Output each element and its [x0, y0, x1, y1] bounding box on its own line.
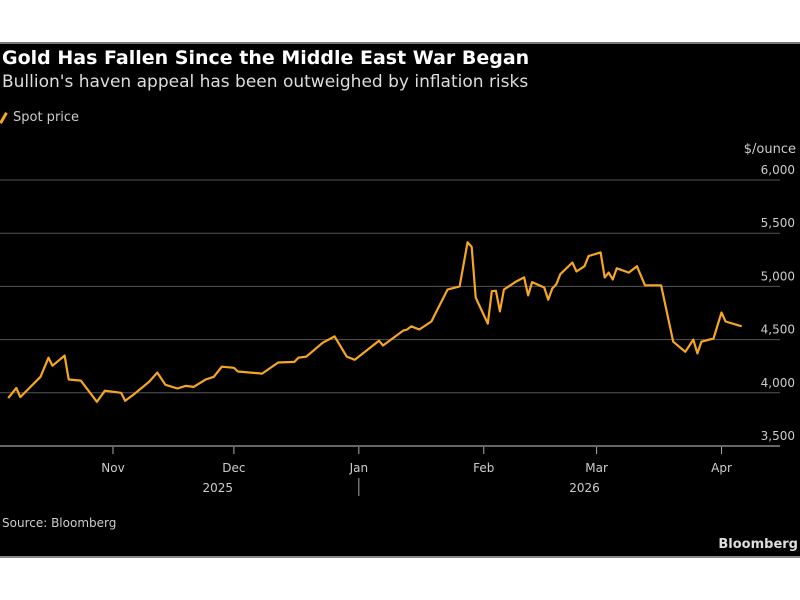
top-border	[0, 42, 800, 44]
year-label: 2026	[569, 481, 600, 495]
x-tick-label: Feb	[473, 461, 494, 475]
x-tick-label: Jan	[349, 461, 369, 475]
year-label: 2025	[203, 481, 234, 495]
x-tick-label: Mar	[585, 461, 608, 475]
x-tick-label: Apr	[711, 461, 732, 475]
bottom-border	[0, 556, 800, 558]
bloomberg-logo: Bloomberg	[718, 537, 798, 552]
chart-title: Gold Has Fallen Since the Middle East Wa…	[2, 47, 530, 69]
chart-subtitle: Bullion's haven appeal has been outweigh…	[2, 72, 529, 92]
y-axis-unit: $/ounce	[743, 142, 796, 157]
y-tick-label: 5,500	[761, 216, 795, 230]
series-line-spot-price	[7, 241, 743, 403]
chart-panel	[0, 43, 800, 557]
y-tick-label: 3,500	[761, 429, 795, 443]
x-tick-label: Dec	[222, 461, 245, 475]
x-tick-label: Nov	[101, 461, 124, 475]
y-tick-label: 4,000	[761, 376, 795, 390]
legend: Spot price	[0, 110, 80, 125]
y-tick-label: 4,500	[761, 323, 795, 337]
source-note: Source: Bloomberg	[2, 516, 117, 530]
y-tick-label: 6,000	[761, 163, 795, 177]
y-tick-label: 5,000	[761, 269, 795, 283]
legend-label: Spot price	[13, 110, 80, 125]
